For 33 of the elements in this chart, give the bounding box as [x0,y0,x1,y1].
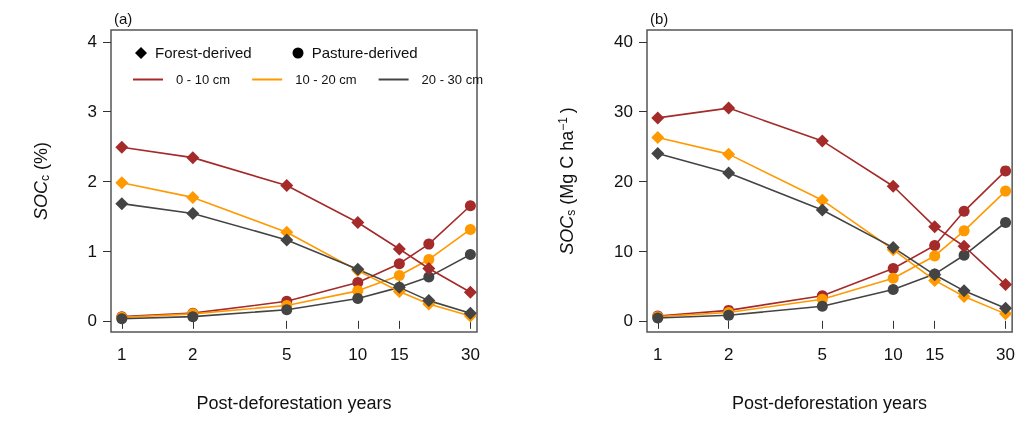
x-tick-label: 5 [817,345,828,364]
annotation: Pasture-derived [311,44,418,61]
x-tick-label: 2 [723,345,734,364]
chart-title: (b) [650,10,669,27]
legend-label: 20 - 30 cm [421,72,484,87]
chart-title: (a) [114,10,133,27]
x-tick-label: 1 [653,345,663,364]
x-tick-label: 2 [188,345,198,364]
x-tick-label: 10 [883,345,903,364]
y-tick-label: 10 [614,241,633,261]
x-tick-label: 15 [389,345,409,364]
x-tick-label: 10 [348,345,368,364]
y-tick-label: 0 [623,311,633,331]
legend-label: 10 - 20 cm [295,72,357,87]
y-axis-title: SOCc (%) [31,142,52,220]
y-tick-label: 4 [87,32,97,52]
annotation: Forest-derived [155,44,252,61]
x-tick-label: 30 [460,345,480,364]
x-tick-label: 15 [925,345,945,364]
x-tick-label: 5 [282,345,292,364]
x-axis-title: Post-deforestation years [732,393,928,413]
x-axis-title: Post-deforestation years [196,393,392,413]
y-tick-label: 2 [87,171,97,191]
y-tick-label: 3 [87,102,97,122]
y-tick-label: 0 [87,311,97,331]
y-tick-label: 20 [614,171,633,191]
y-axis-title: SOCs (Mg C ha−1) [556,107,578,255]
x-tick-label: 1 [117,345,127,364]
y-tick-label: 30 [614,102,633,122]
y-tick-label: 40 [614,32,633,52]
legend-label: 0 - 10 cm [176,72,231,87]
x-tick-label: 30 [996,345,1016,364]
y-tick-label: 1 [87,241,97,261]
